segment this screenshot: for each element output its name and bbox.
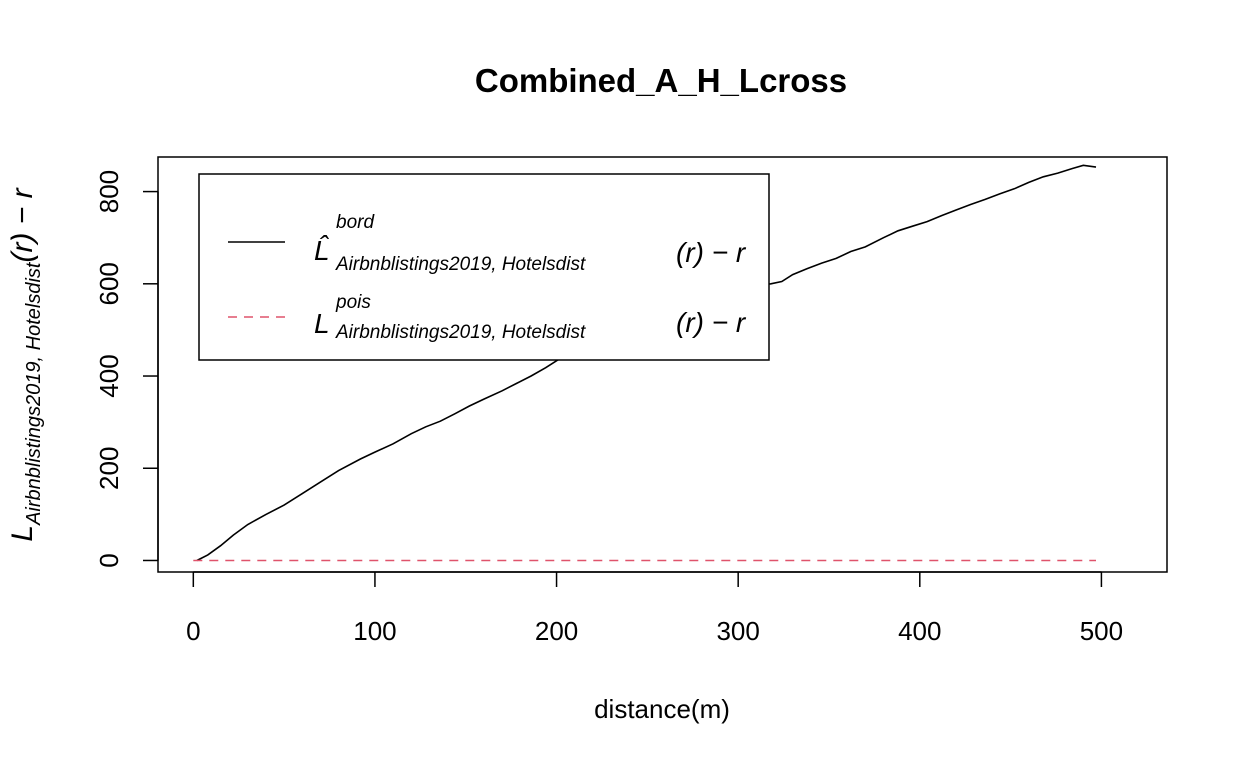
x-axis-label: distance(m): [594, 694, 730, 724]
y-tick-label: 800: [94, 170, 124, 213]
y-axis-label-sub: Airbnblistings2019, Hotelsdist: [23, 261, 45, 526]
y-axis: 0 200 400 600 800: [94, 170, 159, 568]
x-tick-label: 200: [535, 616, 578, 646]
y-axis-label-tail: (r) − r: [6, 187, 39, 262]
x-tick-label: 500: [1080, 616, 1123, 646]
y-axis-label: LAirbnblistings2019, Hotelsdist(r) − r: [6, 187, 45, 541]
legend-label-bord: L̂: [314, 235, 330, 266]
x-tick-label: 400: [898, 616, 941, 646]
y-axis-label-main: L: [6, 525, 39, 542]
legend-bord-tail: (r) − r: [676, 237, 747, 268]
y-tick-label: 600: [94, 262, 124, 305]
legend-bord-sup: bord: [336, 212, 375, 233]
x-tick-label: 0: [186, 616, 200, 646]
legend: L̂ bord Airbnblistings2019, Hotelsdist (…: [198, 173, 770, 361]
x-tick-label: 300: [716, 616, 759, 646]
x-tick-label: 100: [353, 616, 396, 646]
x-axis: 0 100 200 300 400 500: [186, 571, 1123, 646]
y-tick-label: 200: [94, 447, 124, 490]
legend-bord-sub: Airbnblistings2019, Hotelsdist: [335, 254, 586, 275]
legend-pois-sup: pois: [335, 292, 371, 313]
legend-box: [198, 173, 770, 361]
y-tick-label: 400: [94, 354, 124, 397]
legend-bord-main: L̂: [314, 235, 330, 266]
legend-label-pois: L: [314, 308, 330, 339]
legend-pois-sub: Airbnblistings2019, Hotelsdist: [335, 322, 586, 343]
legend-pois-tail: (r) − r: [676, 307, 747, 338]
legend-pois-main: L: [314, 308, 330, 339]
y-tick-label: 0: [94, 553, 124, 567]
chart-title: Combined_A_H_Lcross: [475, 62, 847, 99]
